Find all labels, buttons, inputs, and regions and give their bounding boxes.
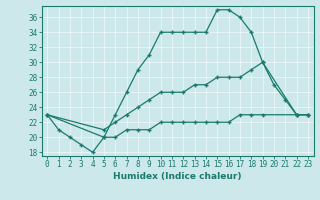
X-axis label: Humidex (Indice chaleur): Humidex (Indice chaleur)	[113, 172, 242, 181]
